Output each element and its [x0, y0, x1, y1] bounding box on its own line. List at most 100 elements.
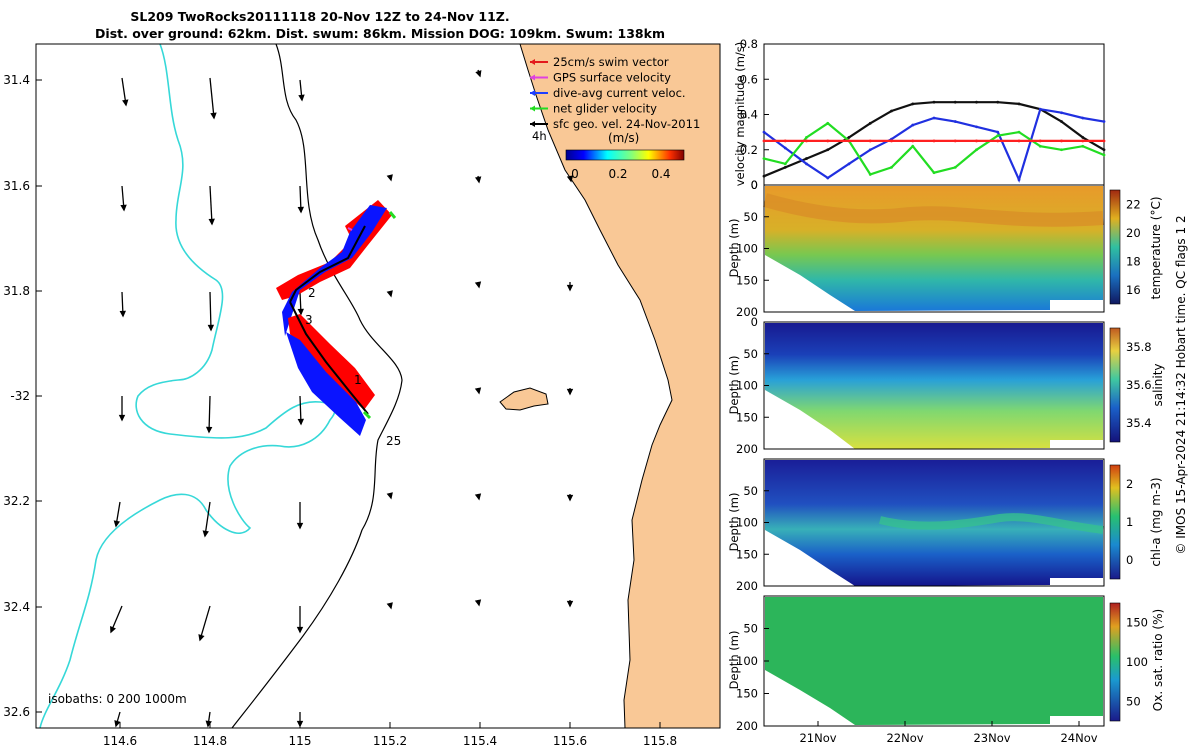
velocity-point	[1017, 102, 1021, 106]
velocity-point	[868, 173, 872, 176]
velocity-point	[826, 176, 830, 180]
velocity-point	[847, 139, 851, 143]
lat-tick-label: 32.4	[3, 600, 30, 614]
salinity-ylabel: Depth (m)	[727, 356, 741, 415]
velocity-arrow	[208, 395, 211, 433]
velocity-arrowhead	[474, 387, 482, 395]
velocity-point	[1060, 111, 1063, 115]
colorbar-tick-label: 18	[1126, 254, 1141, 268]
velocity-arrowhead	[386, 602, 393, 610]
colorbar-tick-label: 22	[1126, 197, 1141, 211]
velocity-point	[1102, 120, 1106, 123]
temperature-panel: Depth (m) temperature (°C) 0 50 100 150 200 1…	[727, 178, 1163, 319]
depth-tick-label: 150	[736, 410, 758, 424]
velocity-arrowhead	[298, 94, 305, 102]
velocity-point	[1060, 120, 1063, 123]
velocity-point	[783, 146, 787, 150]
velocity-arrow	[204, 501, 211, 537]
velocity-point	[953, 120, 957, 123]
legend-label: 25cm/s swim vector	[553, 55, 669, 69]
velocity-arrowhead	[205, 426, 213, 434]
colorbar-tick-label: 35.6	[1126, 378, 1152, 392]
temperature-ylabel: Depth (m)	[727, 219, 741, 278]
velocity-point	[996, 139, 1000, 143]
lat-tick-label: 31.6	[3, 179, 30, 193]
isobaths-label: isobaths: 0 200 1000m	[48, 692, 187, 706]
map-panel: SL209 TwoRocks20111118 20-Nov 12Z to 24-…	[3, 9, 721, 748]
depth-tick-label: 100	[736, 379, 758, 393]
velocity-arrow	[199, 605, 211, 641]
oxygen-colorbar	[1109, 602, 1121, 722]
depth-tick-label: 150	[736, 687, 758, 701]
velocity-y-tick-label: 0.8	[740, 37, 758, 51]
velocity-panel: 0 0.2 0.4 0.6 0.8 velocity magnitude (m/s)	[733, 37, 1106, 192]
velocity-arrowhead	[386, 174, 393, 182]
lon-tick-label: 114.8	[193, 734, 227, 748]
glider-track: 2 3 1 25	[276, 200, 401, 448]
legend-arrowhead	[530, 59, 535, 65]
velocity-point	[1102, 148, 1106, 152]
velocity-point	[996, 134, 1000, 138]
velocity-point	[826, 148, 830, 152]
colorbar-tick: 0.4	[651, 167, 670, 181]
lon-tick-label: 115	[289, 734, 312, 748]
velocity-point	[762, 139, 766, 143]
oxygen-ylabel: Depth (m)	[727, 631, 741, 690]
velocity-arrowhead	[114, 720, 121, 728]
velocity-point	[953, 165, 957, 169]
temperature-cbar-label: temperature (°C)	[1149, 197, 1163, 300]
velocity-arrowhead	[474, 493, 482, 501]
velocity-point	[932, 139, 936, 143]
velocity-arrowhead	[566, 175, 574, 183]
time-tick-label: 24Nov	[1060, 731, 1097, 745]
depth-tick-label: 200	[736, 579, 758, 593]
depth-tick-label: 150	[736, 273, 758, 287]
temperature-colorbar	[1109, 189, 1121, 305]
velocity-point	[911, 139, 915, 143]
velocity-arrowhead	[202, 530, 209, 538]
colorbar-tick: 0.2	[608, 167, 627, 181]
velocity-arrowhead	[207, 324, 215, 332]
depth-tick-label: 150	[736, 547, 758, 561]
island	[499, 387, 549, 411]
map-title-line2: Dist. over ground: 62km. Dist. swum: 86k…	[95, 26, 665, 41]
velocity-arrowhead	[386, 492, 393, 500]
track-label: 3	[305, 313, 313, 327]
imos-credit: © IMOS 15-Apr-2024 21:14:32 Hobart time.…	[1174, 215, 1188, 554]
salinity-cbar-label: salinity	[1151, 363, 1165, 406]
velocity-arrowhead	[474, 176, 482, 184]
velocity-arrowhead	[110, 626, 116, 634]
velocity-arrow	[209, 185, 213, 225]
lat-tick-label: -32	[10, 389, 30, 403]
velocity-arrowhead	[113, 520, 121, 528]
velocity-arrowhead	[297, 206, 305, 214]
velocity-point	[805, 136, 808, 139]
velocity-point	[805, 139, 808, 143]
velocity-arrowhead	[297, 308, 304, 316]
velocity-point	[805, 157, 808, 160]
colorbar-tick: 0	[571, 167, 579, 181]
velocity-point	[868, 148, 872, 152]
velocity-point	[890, 165, 893, 169]
map-lat-ticks: 31.4 31.6 31.8 -32 32.2 32.4 32.6	[3, 73, 42, 719]
time-axis: 21Nov 22Nov 23Nov 24Nov	[799, 721, 1098, 745]
lat-tick-label: 31.8	[3, 284, 30, 298]
depth-tick-label: 100	[736, 242, 758, 256]
velocity-point	[911, 144, 915, 148]
chla-panel: Depth (m) chl-a (mg m-3) 50 100 150 200 0 1 2	[727, 458, 1163, 593]
legend-label: dive-avg current veloc.	[553, 86, 686, 100]
velocity-arrowhead	[120, 204, 127, 212]
velocity-arrowhead	[198, 634, 205, 642]
velocity-point	[783, 162, 787, 166]
velocity-point	[1060, 139, 1063, 143]
velocity-y-tick-label: 0	[751, 178, 758, 192]
velocity-point	[762, 130, 766, 134]
velocity-y-tick-label: 0.6	[740, 72, 758, 86]
velocity-arrow	[209, 291, 212, 331]
legend-arrowhead	[530, 105, 535, 112]
velocity-arrowhead	[566, 494, 574, 502]
velocity-arrowhead	[297, 418, 305, 426]
velocity-point	[1038, 144, 1042, 148]
time-tick-label: 22Nov	[886, 731, 923, 745]
